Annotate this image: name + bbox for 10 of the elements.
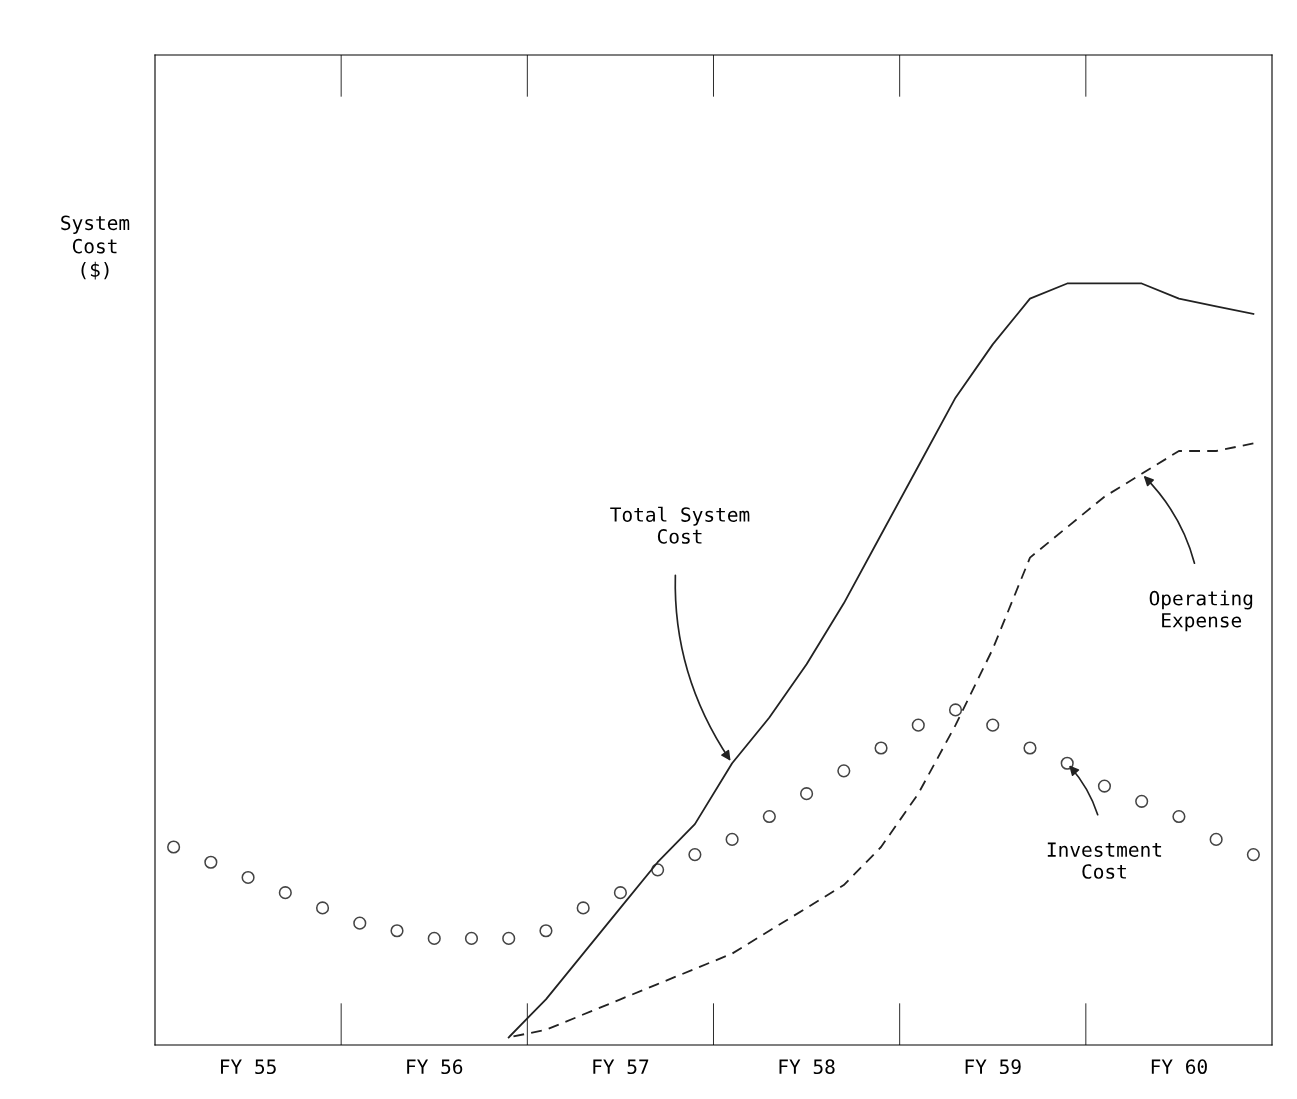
x-tick-label: FY 57 [593, 1059, 649, 1075]
x-tick-label: FY 55 [221, 1059, 276, 1075]
annotation: Total System Cost [610, 506, 750, 544]
annotation: Investment Cost [1047, 842, 1162, 879]
x-tick-label: FY 58 [779, 1059, 835, 1075]
x-tick-label: FY 56 [407, 1059, 463, 1075]
x-tick-label: FY 60 [1151, 1059, 1207, 1075]
x-tick-label: FY 59 [965, 1059, 1021, 1075]
y-axis-title: System Cost ($) [61, 215, 130, 280]
annotation: Operating Expense [1149, 590, 1253, 632]
